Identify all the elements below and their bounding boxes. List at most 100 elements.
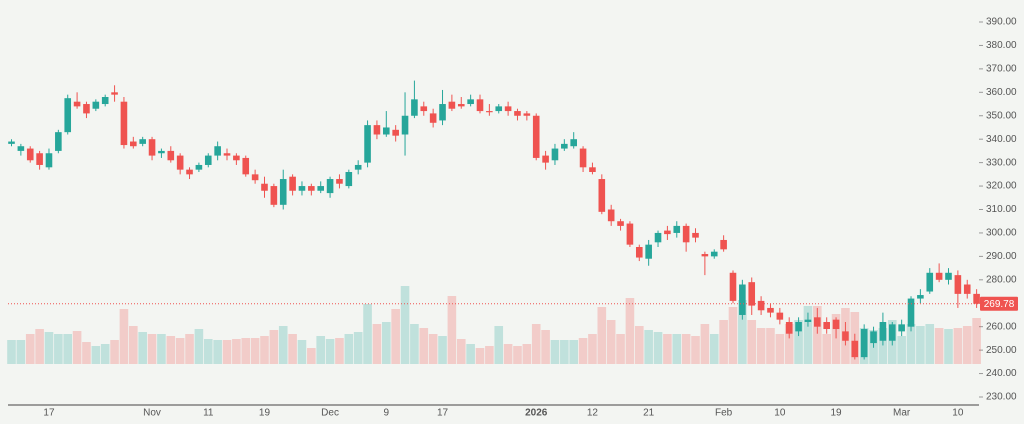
volume-bar xyxy=(784,324,794,364)
candle-body xyxy=(195,164,203,170)
candle-body xyxy=(308,186,315,191)
x-tick-label: 2026 xyxy=(525,408,548,419)
candle-body xyxy=(26,148,34,161)
candle-body xyxy=(664,230,671,235)
candle-body xyxy=(223,153,231,156)
candle-body xyxy=(354,164,362,170)
volume-bar xyxy=(962,326,972,364)
candle-body xyxy=(579,148,587,168)
y-tick-label: 360.00 xyxy=(986,87,1017,98)
candle-body xyxy=(898,324,905,332)
last-price-label: 269.78 xyxy=(984,299,1015,310)
candle-body xyxy=(729,272,737,301)
candle-body xyxy=(186,169,193,175)
volume-bar xyxy=(531,324,541,364)
volume-bar xyxy=(382,322,391,364)
candle-body xyxy=(692,232,699,238)
volume-bar xyxy=(766,328,775,364)
y-tick-label: 390.00 xyxy=(986,17,1017,28)
volume-bar xyxy=(269,330,279,364)
volume-bar xyxy=(7,340,16,364)
volume-bar xyxy=(260,336,269,364)
candle-body xyxy=(392,129,399,136)
volume-bar xyxy=(756,328,766,364)
x-tick-label: 19 xyxy=(259,408,271,419)
candle-body xyxy=(935,272,943,280)
y-tick-label: 260.00 xyxy=(986,321,1017,332)
volume-bar xyxy=(72,331,82,364)
candle-body xyxy=(598,179,606,212)
volume-bar xyxy=(110,340,119,364)
candle-body xyxy=(673,225,681,233)
volume-bar xyxy=(213,340,222,364)
candle-body xyxy=(120,101,128,146)
candle-body xyxy=(130,141,137,147)
candle-body xyxy=(345,172,353,187)
volume-bar xyxy=(438,336,447,364)
candle-body xyxy=(879,322,887,341)
candle-body xyxy=(645,244,652,259)
x-tick-label: 10 xyxy=(774,408,786,419)
candle-body xyxy=(607,209,615,222)
candle-body xyxy=(963,284,971,294)
candle-body xyxy=(298,186,306,191)
x-tick-label: Nov xyxy=(143,408,161,419)
candle-body xyxy=(457,104,465,107)
candle-body xyxy=(635,247,643,258)
candle-body xyxy=(242,157,250,175)
x-tick-label: Feb xyxy=(715,408,733,419)
candle-body xyxy=(289,176,296,191)
volume-bar xyxy=(203,339,213,364)
volume-bar xyxy=(813,306,822,364)
candle-body xyxy=(888,324,896,341)
candle-body xyxy=(17,146,25,151)
candle-body xyxy=(561,143,568,149)
candle-body xyxy=(654,232,662,243)
volume-bar xyxy=(588,334,597,364)
last-price-box xyxy=(980,296,1018,311)
x-tick-label: Mar xyxy=(893,408,911,419)
volume-bar xyxy=(288,334,297,364)
volume-bar xyxy=(597,307,607,364)
volume-bar xyxy=(916,326,925,364)
candle-body xyxy=(64,98,72,133)
volume-bar xyxy=(831,314,841,364)
candle-body xyxy=(954,275,962,294)
candle-body xyxy=(83,104,90,114)
candle-body xyxy=(748,282,756,306)
x-tick-label: 12 xyxy=(587,408,599,419)
volume-bar xyxy=(400,286,410,364)
volume-bar xyxy=(634,326,644,364)
volume-bar xyxy=(709,334,719,364)
volume-bar xyxy=(307,348,316,364)
candle-body xyxy=(233,155,240,161)
volume-bar xyxy=(194,329,204,364)
volume-bar xyxy=(297,340,307,364)
y-tick-label: 280.00 xyxy=(986,274,1017,285)
volume-bar xyxy=(616,334,625,364)
candle-body xyxy=(551,148,559,161)
candle-body xyxy=(373,125,381,135)
x-tick-label: 17 xyxy=(43,408,55,419)
y-tick-label: 290.00 xyxy=(986,251,1017,262)
x-tick-label: 9 xyxy=(384,408,390,419)
candle-body xyxy=(701,254,709,257)
y-tick-label: 240.00 xyxy=(986,368,1017,379)
volume-bar xyxy=(232,339,241,364)
volume-bar xyxy=(513,346,522,364)
volume-bar xyxy=(485,346,494,364)
volume-bar xyxy=(569,340,578,364)
candle-body xyxy=(92,101,100,109)
y-tick-label: 310.00 xyxy=(986,204,1017,215)
candle-body xyxy=(111,92,118,95)
candle-body xyxy=(279,179,287,205)
volume-bar xyxy=(447,296,457,364)
candle-body xyxy=(486,111,493,113)
candle-body xyxy=(832,319,840,330)
candle-body xyxy=(523,113,531,116)
x-tick-label: 10 xyxy=(952,408,964,419)
y-tick-label: 300.00 xyxy=(986,228,1017,239)
y-tick-label: 250.00 xyxy=(986,345,1017,356)
volume-bar xyxy=(250,338,260,364)
